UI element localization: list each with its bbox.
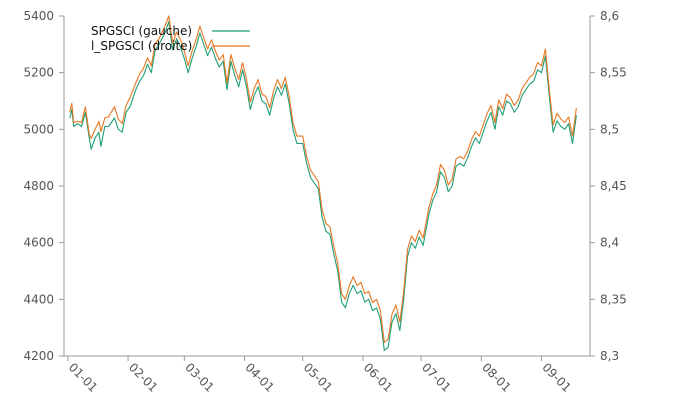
left-y-tick-label: 5400 — [23, 9, 54, 23]
x-tick-label: 09-01 — [539, 360, 574, 395]
left-y-ticks: 4200 4400 4600 4800 5000 5200 5400 — [23, 9, 64, 363]
left-y-tick-label: 4600 — [23, 236, 54, 250]
x-ticks: 01-01 02-01 03-01 04-01 05-01 06-01 07-01 08-01… — [66, 356, 574, 395]
series-line-l-spgsci — [69, 15, 577, 343]
right-y-tick-label: 8,6 — [600, 9, 619, 23]
left-y-tick-label: 4800 — [23, 179, 54, 193]
right-y-ticks: 8,3 8,35 8,4 8,45 8,5 8,55 8,6 — [590, 9, 627, 363]
series-line-spgsci — [69, 21, 577, 351]
legend: SPGSCI (gauche) l_SPGSCI (droite) — [91, 24, 250, 53]
right-y-tick-label: 8,4 — [600, 236, 619, 250]
legend-label-l-spgsci: l_SPGSCI (droite) — [91, 39, 192, 53]
legend-label-spgsci: SPGSCI (gauche) — [91, 24, 192, 38]
x-tick-label: 08-01 — [479, 360, 514, 395]
grid-and-axes — [63, 16, 591, 357]
x-tick-label: 04-01 — [242, 360, 277, 395]
series-layer — [69, 15, 577, 351]
x-tick-label: 01-01 — [66, 360, 101, 395]
x-tick-label: 03-01 — [182, 360, 217, 395]
right-y-tick-label: 8,55 — [600, 66, 627, 80]
left-y-tick-label: 5000 — [23, 122, 54, 136]
left-y-tick-label: 4400 — [23, 292, 54, 306]
x-tick-label: 02-01 — [126, 360, 161, 395]
right-y-tick-label: 8,45 — [600, 179, 627, 193]
right-y-tick-label: 8,35 — [600, 292, 627, 306]
right-y-tick-label: 8,3 — [600, 349, 619, 363]
left-y-tick-label: 4200 — [23, 349, 54, 363]
right-y-tick-label: 8,5 — [600, 122, 619, 136]
left-y-tick-label: 5200 — [23, 66, 54, 80]
x-tick-label: 06-01 — [361, 360, 396, 395]
x-tick-label: 07-01 — [419, 360, 454, 395]
x-tick-label: 05-01 — [301, 360, 336, 395]
